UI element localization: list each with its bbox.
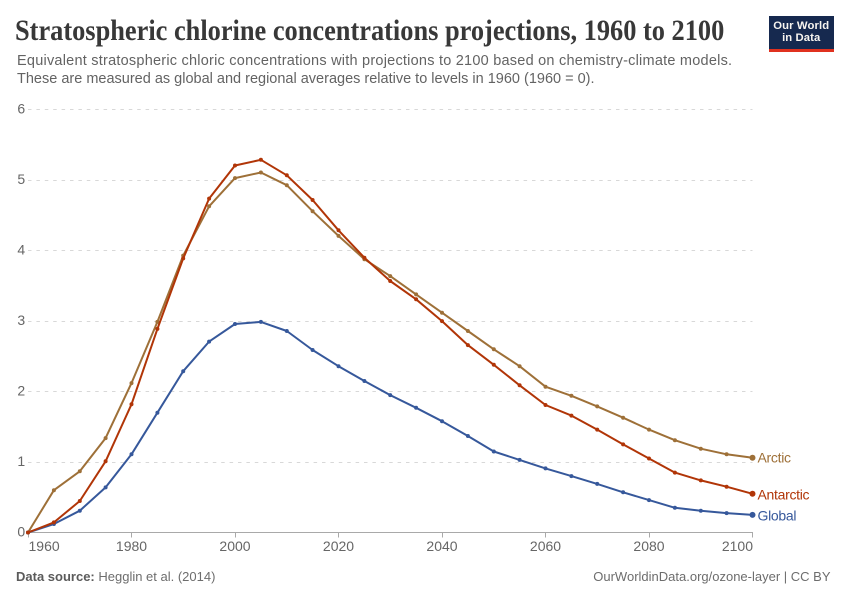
svg-text:4: 4 (17, 242, 25, 258)
svg-text:2080: 2080 (633, 538, 664, 554)
svg-text:1960: 1960 (29, 538, 60, 554)
svg-text:0: 0 (17, 523, 25, 539)
svg-text:6: 6 (17, 101, 25, 117)
svg-text:2: 2 (17, 383, 25, 399)
svg-text:Global: Global (758, 507, 797, 523)
svg-text:2100: 2100 (722, 538, 753, 554)
svg-text:5: 5 (17, 171, 25, 187)
svg-text:2060: 2060 (530, 538, 561, 554)
svg-text:Arctic: Arctic (758, 450, 792, 466)
svg-text:1980: 1980 (116, 538, 147, 554)
svg-text:1: 1 (17, 453, 25, 469)
svg-text:2000: 2000 (219, 538, 250, 554)
svg-text:2040: 2040 (426, 538, 457, 554)
svg-text:Antarctic: Antarctic (758, 486, 810, 502)
svg-text:2020: 2020 (323, 538, 354, 554)
svg-text:3: 3 (17, 312, 25, 328)
